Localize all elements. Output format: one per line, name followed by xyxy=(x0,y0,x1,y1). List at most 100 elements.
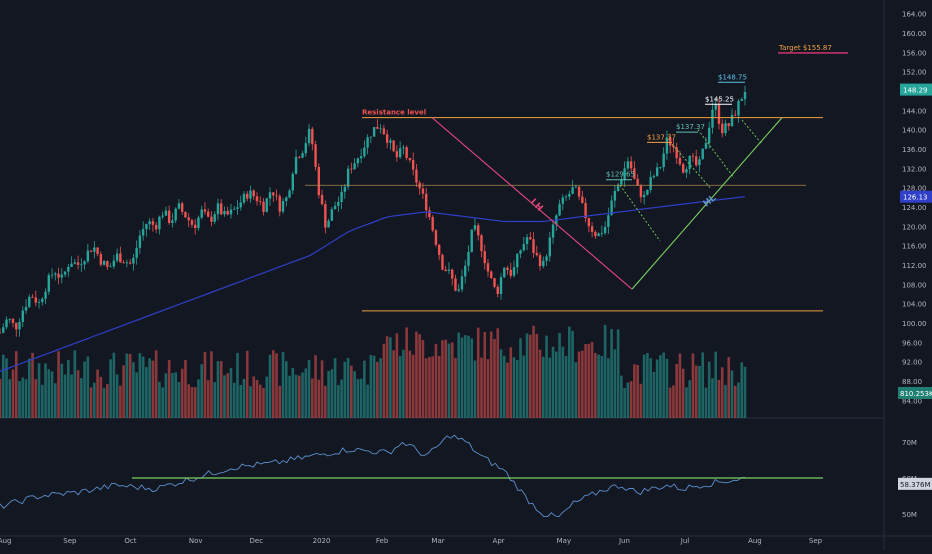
candle-body xyxy=(106,261,109,267)
candle-body xyxy=(184,211,187,218)
volume-bar xyxy=(512,357,516,418)
volume-bar xyxy=(395,333,399,418)
candle-body xyxy=(711,109,714,128)
volume-bar xyxy=(125,353,129,418)
volume-bar xyxy=(493,339,496,418)
candle-body xyxy=(301,153,304,158)
candle-body xyxy=(333,205,337,210)
volume-bar xyxy=(340,379,343,418)
volume-bar xyxy=(476,327,480,418)
candle-body xyxy=(519,250,522,254)
volume-bar xyxy=(467,335,470,418)
candle-body xyxy=(340,191,343,202)
volume-bar xyxy=(337,385,340,418)
volume-bar xyxy=(613,349,617,418)
time-tick-label: Jul xyxy=(680,537,690,545)
volume-bar xyxy=(450,342,454,418)
candle-body xyxy=(698,159,701,166)
candle-body xyxy=(294,156,298,174)
volume-bar xyxy=(698,366,701,418)
volume-bar xyxy=(213,382,217,418)
volume-bar xyxy=(545,335,548,418)
candle-body xyxy=(512,267,516,276)
volume-bar xyxy=(626,382,630,418)
price-tick-label: 88.00 xyxy=(902,378,922,386)
candle-body xyxy=(233,208,236,210)
volume-bar xyxy=(454,357,457,418)
candle-body xyxy=(623,168,626,180)
volume-bar xyxy=(255,380,259,418)
price-tick-label: 128.00 xyxy=(902,185,927,193)
volume-bar xyxy=(499,349,503,418)
candle-body xyxy=(477,225,480,236)
candle-body xyxy=(141,229,145,236)
volume-bar xyxy=(675,363,678,418)
osc-tick-label: 50M xyxy=(902,511,917,519)
candle-body xyxy=(8,318,11,320)
candle-body xyxy=(652,175,656,178)
flag-dotted-line xyxy=(619,184,661,242)
price-tick-label: 132.00 xyxy=(902,165,927,173)
volume-bar xyxy=(47,369,51,418)
candle-body xyxy=(167,210,171,223)
candle-body xyxy=(457,289,460,291)
volume-bar xyxy=(607,358,610,418)
volume-bar xyxy=(54,383,57,418)
volume-bar xyxy=(96,369,99,418)
volume-bar xyxy=(232,382,236,418)
time-tick-label: Dec xyxy=(250,537,264,545)
candle-body xyxy=(389,140,392,143)
candle-body xyxy=(460,276,464,290)
candle-body xyxy=(128,262,132,264)
volume-bar xyxy=(662,352,665,418)
volume-bar xyxy=(463,335,467,418)
ma-line xyxy=(0,196,746,372)
volume-bar xyxy=(379,358,382,418)
candle-body xyxy=(434,230,438,245)
volume-bar xyxy=(389,337,392,418)
candle-body xyxy=(259,201,262,203)
candle-body xyxy=(63,271,67,275)
volume-bar xyxy=(577,351,581,418)
candle-body xyxy=(281,201,285,212)
volume-bar xyxy=(8,379,12,418)
volume-bar xyxy=(623,387,626,418)
candle-body xyxy=(695,156,698,166)
candle-body xyxy=(164,210,168,216)
volume-bar xyxy=(538,349,542,418)
time-tick-label: Mar xyxy=(431,537,444,545)
candle-body xyxy=(268,192,272,199)
volume-bar xyxy=(711,378,714,418)
candle-body xyxy=(561,197,565,204)
candle-body xyxy=(678,158,682,165)
volume-bar xyxy=(694,365,698,418)
volume-bar xyxy=(128,353,132,418)
volume-bar xyxy=(158,381,161,418)
candle-body xyxy=(324,204,327,228)
volume-bar xyxy=(324,385,327,418)
candle-body xyxy=(193,224,197,229)
volume-bar xyxy=(151,360,155,418)
volume-bar xyxy=(37,363,41,418)
candle-body xyxy=(161,215,164,217)
candle-body xyxy=(327,220,330,228)
volume-bar xyxy=(249,386,252,418)
axes: 164.00160.00156.00152.00148.00144.00140.… xyxy=(0,11,932,545)
volume-bar xyxy=(60,363,64,418)
volume-bar xyxy=(555,351,558,418)
candle-body xyxy=(665,137,669,154)
price-tick-label: 152.00 xyxy=(902,69,927,77)
candle-body xyxy=(411,160,415,170)
volume-label: 810.253K xyxy=(900,390,932,398)
candle-body xyxy=(473,225,477,230)
callout-148-label: $148.75 xyxy=(718,73,747,81)
volume-bar xyxy=(102,388,106,418)
candle-body xyxy=(701,148,704,160)
volume-bar xyxy=(460,337,464,418)
volume-bar xyxy=(509,347,513,418)
candle-body xyxy=(496,286,499,294)
volume-bar xyxy=(135,372,138,418)
candle-body xyxy=(522,244,525,251)
